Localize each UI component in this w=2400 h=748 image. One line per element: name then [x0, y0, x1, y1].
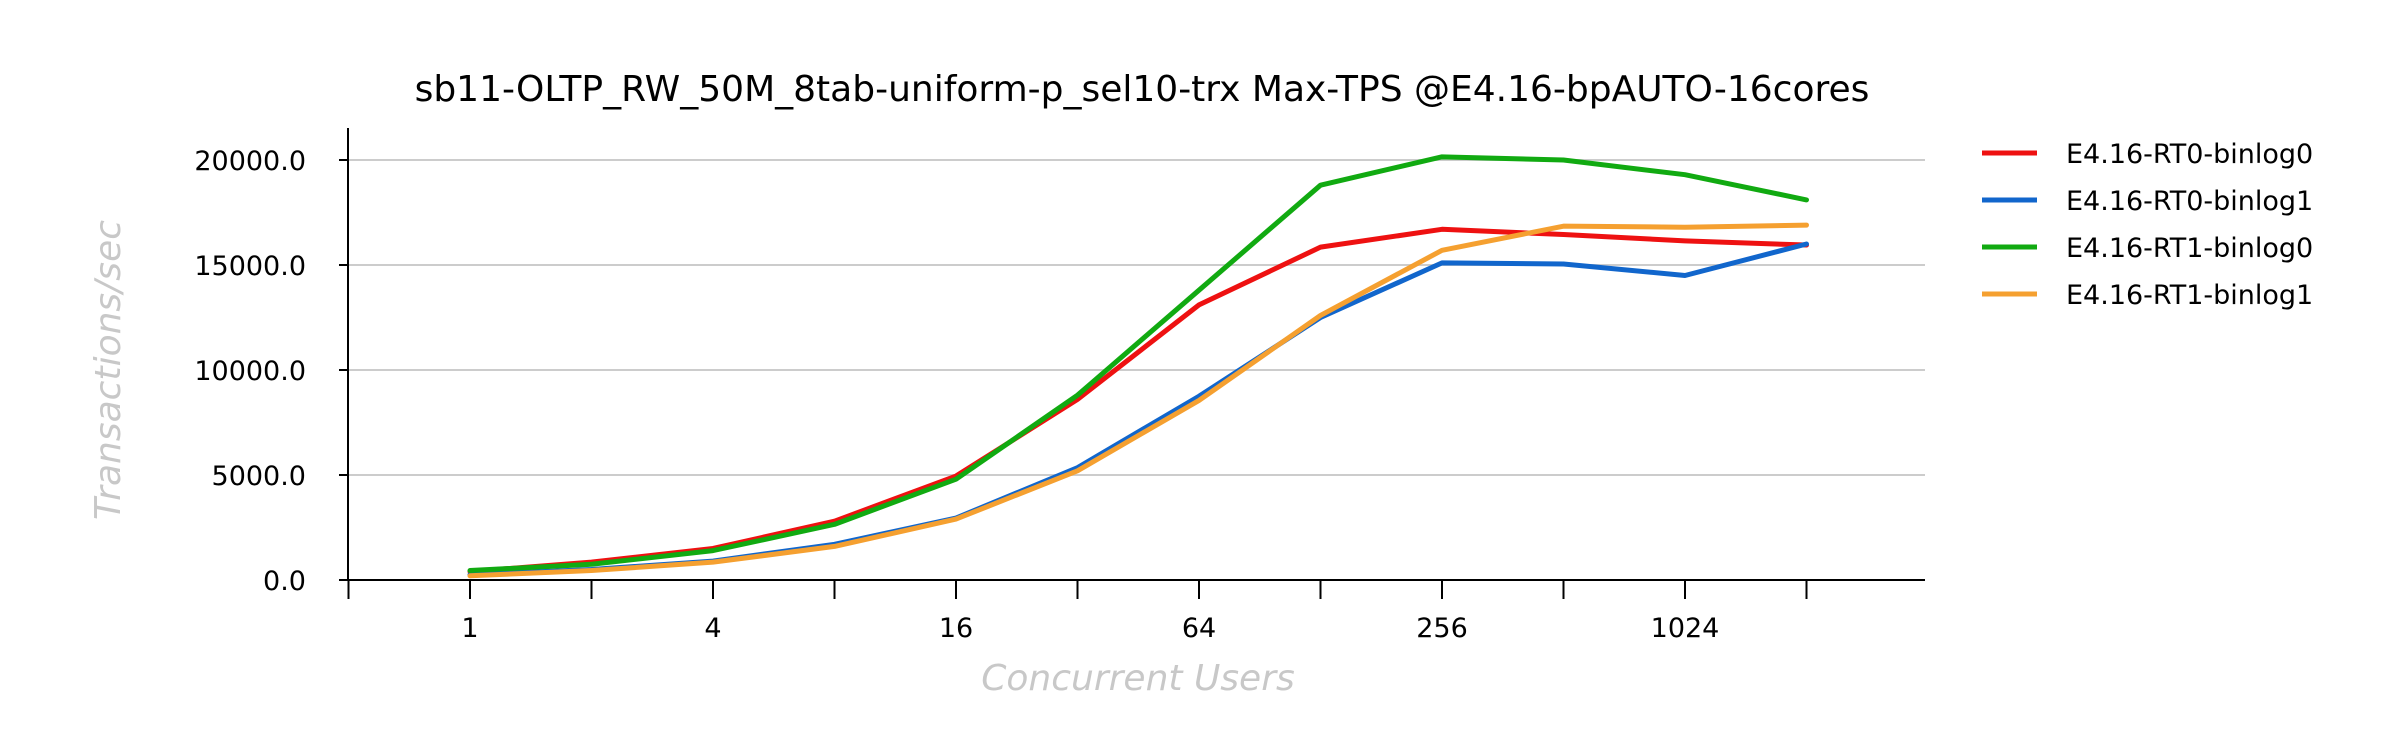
x-axis-label: Concurrent Users — [981, 658, 1295, 699]
x-tick-label: 1 — [461, 613, 478, 644]
series-line — [467, 226, 1809, 575]
chart-title: sb11-OLTP_RW_50M_8tab-uniform-p_sel10-tr… — [415, 69, 1870, 110]
gridlines — [348, 159, 1925, 476]
y-tick-label: 10000.0 — [194, 356, 306, 387]
y-axis-label: Transactions/sec — [88, 220, 129, 520]
x-ticks: 1 4 16 64 256 1024 — [347, 580, 1808, 644]
y-tick-label: 0.0 — [263, 566, 306, 597]
legend: E4.16-RT0-binlog0 E4.16-RT0-binlog1 E4.16-… — [1982, 139, 2313, 311]
x-tick-label: 4 — [704, 613, 721, 644]
series-line — [467, 154, 1809, 574]
axes — [347, 128, 1925, 581]
series-lines — [467, 154, 1809, 579]
legend-label: E4.16-RT1-binlog1 — [2066, 280, 2313, 311]
x-tick-label: 16 — [939, 613, 973, 644]
series-line — [467, 222, 1809, 579]
x-tick-label: 256 — [1416, 613, 1468, 644]
series-line — [467, 241, 1809, 578]
legend-label: E4.16-RT0-binlog1 — [2066, 186, 2313, 217]
y-ticks: 0.0 5000.0 10000.0 15000.0 20000.0 — [194, 146, 348, 597]
y-tick-label: 5000.0 — [212, 461, 306, 492]
legend-label: E4.16-RT0-binlog0 — [2066, 139, 2313, 170]
legend-label: E4.16-RT1-binlog0 — [2066, 233, 2313, 264]
x-tick-label: 64 — [1182, 613, 1216, 644]
x-tick-label: 1024 — [1651, 613, 1720, 644]
y-tick-label: 20000.0 — [194, 146, 306, 177]
y-tick-label: 15000.0 — [194, 251, 306, 282]
